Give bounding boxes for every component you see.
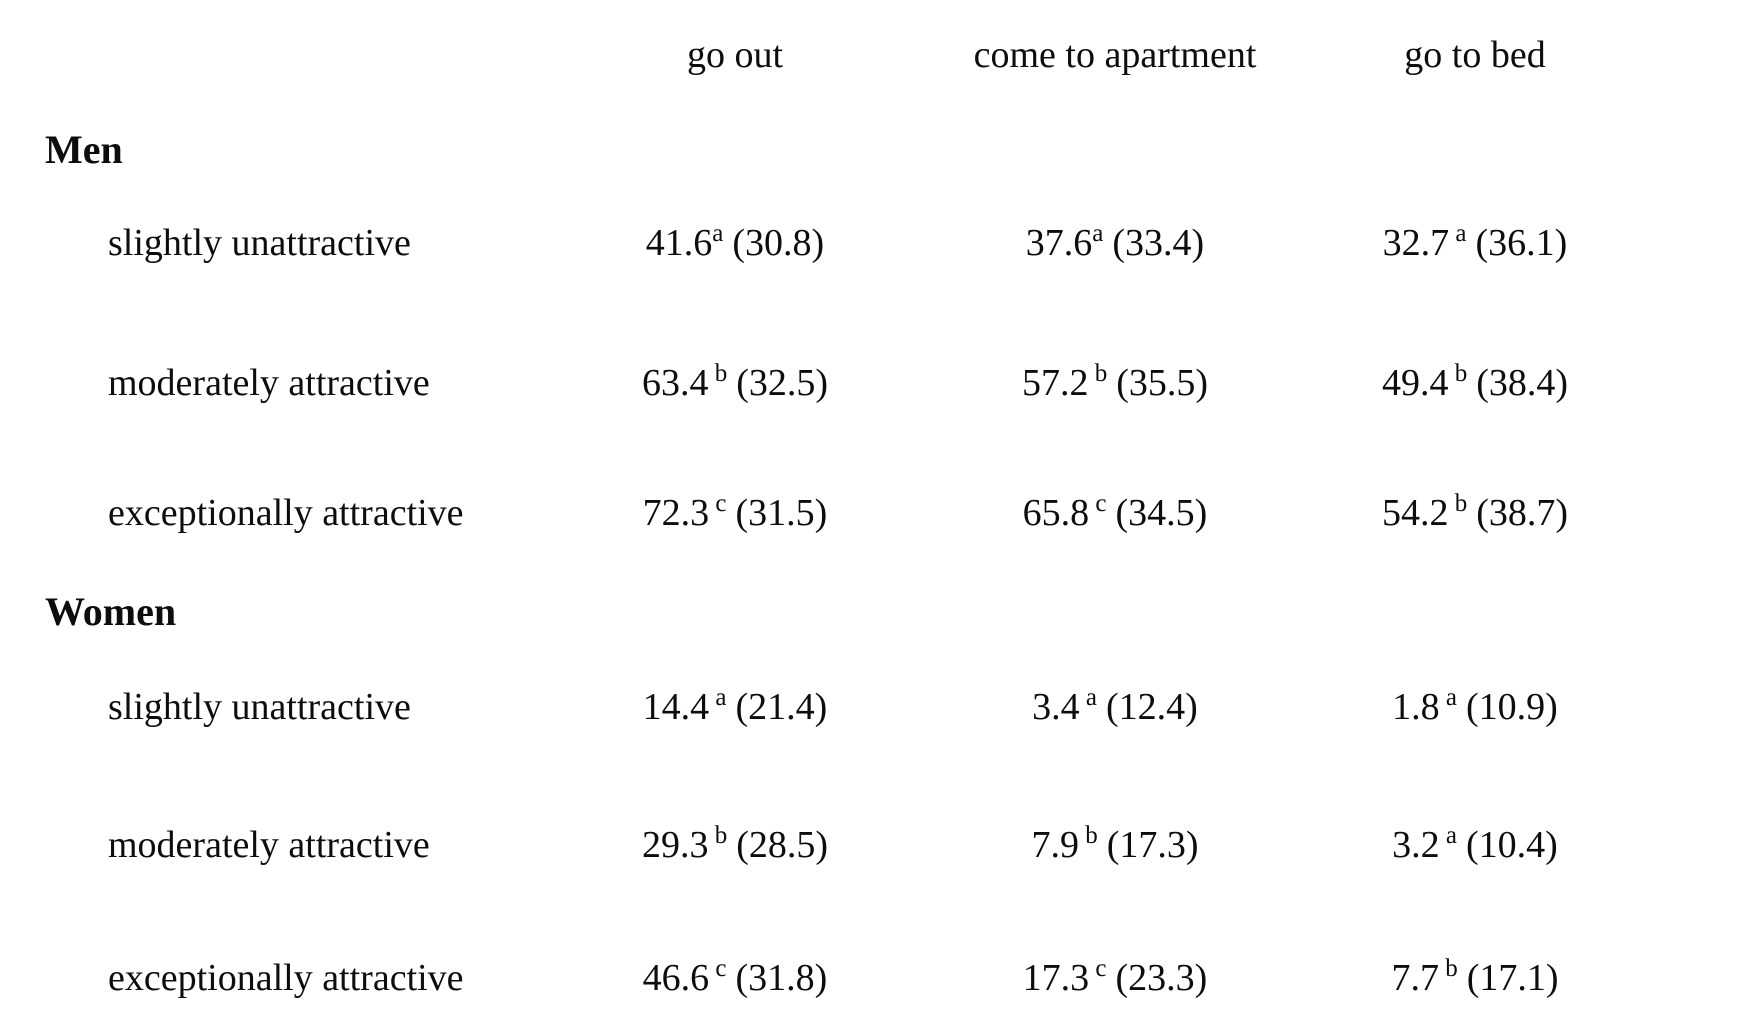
cell-superscript: a	[1439, 684, 1458, 712]
cell-sd: (30.8)	[732, 222, 825, 264]
cell-sd: (28.5)	[736, 824, 829, 866]
cell-superscript: b	[1088, 360, 1108, 388]
data-cell: 3.4 a (12.4)	[950, 679, 1280, 735]
data-cell: 7.9 b (17.3)	[950, 817, 1280, 873]
cell-sd: (31.8)	[735, 957, 828, 999]
data-cell: 49.4 b (38.4)	[1280, 355, 1670, 411]
cell-superscript: b	[708, 360, 728, 388]
cell-mean: 41.6	[645, 222, 713, 264]
cell-mean: 49.4	[1381, 362, 1449, 404]
cell-sd: (35.5)	[1116, 362, 1209, 404]
cell-mean: 72.3	[642, 492, 710, 534]
table-row: exceptionally attractive 46.6 c (31.8) 17…	[0, 950, 1751, 1006]
cell-sd: (17.3)	[1106, 824, 1199, 866]
data-cell: 14.4 a (21.4)	[520, 679, 950, 735]
data-cell: 7.7 b (17.1)	[1280, 950, 1670, 1006]
cell-mean: 54.2	[1381, 492, 1449, 534]
data-cell: 3.2 a (10.4)	[1280, 817, 1670, 873]
cell-mean: 37.6	[1025, 222, 1093, 264]
cell-superscript: b	[1448, 360, 1468, 388]
cell-mean: 46.6	[642, 957, 710, 999]
cell-sd: (23.3)	[1115, 957, 1208, 999]
cell-superscript: a	[1092, 220, 1104, 248]
data-cell: 41.6a (30.8)	[520, 215, 950, 271]
cell-sd: (32.5)	[736, 362, 829, 404]
data-cell: 37.6a (33.4)	[950, 215, 1280, 271]
cell-sd: (10.4)	[1466, 824, 1558, 866]
data-cell: 46.6 c (31.8)	[520, 950, 950, 1006]
cell-superscript: c	[1089, 490, 1107, 518]
cell-sd: (21.4)	[735, 686, 828, 728]
cell-sd: (10.9)	[1466, 686, 1558, 728]
data-cell: 17.3 c (23.3)	[950, 950, 1280, 1006]
cell-sd: (36.1)	[1475, 222, 1568, 264]
section-header-men: Men	[45, 127, 123, 172]
cell-mean: 3.2	[1392, 824, 1440, 866]
column-header-go-out: go out	[686, 34, 784, 76]
row-label: moderately attractive	[108, 824, 430, 866]
cell-superscript: b	[1448, 490, 1468, 518]
cell-mean: 7.9	[1031, 824, 1079, 866]
column-header-come-to-apartment: come to apartment	[973, 34, 1257, 76]
data-cell: 1.8 a (10.9)	[1280, 679, 1670, 735]
cell-superscript: c	[709, 955, 727, 983]
data-cell: 32.7 a (36.1)	[1280, 215, 1670, 271]
table-row: exceptionally attractive 72.3 c (31.5) 65…	[0, 485, 1751, 541]
cell-mean: 32.7	[1382, 222, 1450, 264]
section-header-women: Women	[45, 589, 177, 634]
cell-mean: 7.7	[1391, 957, 1439, 999]
cell-mean: 65.8	[1022, 492, 1090, 534]
cell-superscript: c	[709, 490, 727, 518]
table-row: moderately attractive 29.3 b (28.5) 7.9 b…	[0, 817, 1751, 873]
cell-superscript: a	[712, 220, 724, 248]
cell-mean: 29.3	[641, 824, 709, 866]
cell-sd: (34.5)	[1115, 492, 1208, 534]
cell-sd: (12.4)	[1106, 686, 1198, 728]
data-cell: 57.2 b (35.5)	[950, 355, 1280, 411]
row-label: slightly unattractive	[108, 222, 411, 264]
cell-superscript: b	[708, 822, 728, 850]
cell-mean: 1.8	[1392, 686, 1440, 728]
cell-superscript: b	[1078, 822, 1098, 850]
cell-superscript: b	[1438, 955, 1458, 983]
cell-sd: (33.4)	[1112, 222, 1205, 264]
cell-superscript: a	[709, 684, 727, 712]
row-label: moderately attractive	[108, 362, 430, 404]
cell-mean: 57.2	[1021, 362, 1089, 404]
table-row: slightly unattractive 41.6a (30.8) 37.6a(…	[0, 215, 1751, 271]
row-label: exceptionally attractive	[108, 957, 464, 999]
cell-mean: 14.4	[642, 686, 710, 728]
cell-sd: (38.7)	[1476, 492, 1569, 534]
section-row-women: Women	[0, 584, 1751, 640]
section-row-men: Men	[0, 122, 1751, 178]
data-cell: 54.2 b (38.7)	[1280, 485, 1670, 541]
cell-superscript: a	[1439, 822, 1458, 850]
cell-mean: 3.4	[1032, 686, 1080, 728]
row-label: exceptionally attractive	[108, 492, 464, 534]
cell-mean: 17.3	[1022, 957, 1090, 999]
cell-sd: (31.5)	[735, 492, 828, 534]
data-cell: 63.4 b (32.5)	[520, 355, 950, 411]
table-header-row: go out come to apartment go to bed	[0, 27, 1751, 83]
cell-superscript: c	[1089, 955, 1107, 983]
cell-sd: (38.4)	[1476, 362, 1569, 404]
data-cell: 65.8 c (34.5)	[950, 485, 1280, 541]
data-cell: 29.3 b (28.5)	[520, 817, 950, 873]
data-cell: 72.3 c (31.5)	[520, 485, 950, 541]
table-row: moderately attractive 63.4 b (32.5) 57.2 …	[0, 355, 1751, 411]
cell-superscript: a	[1079, 684, 1098, 712]
cell-sd: (17.1)	[1466, 957, 1559, 999]
cell-mean: 63.4	[641, 362, 709, 404]
row-label: slightly unattractive	[108, 686, 411, 728]
table-row: slightly unattractive 14.4 a (21.4) 3.4 a…	[0, 679, 1751, 735]
column-header-go-to-bed: go to bed	[1404, 34, 1546, 76]
cell-superscript: a	[1449, 220, 1467, 248]
